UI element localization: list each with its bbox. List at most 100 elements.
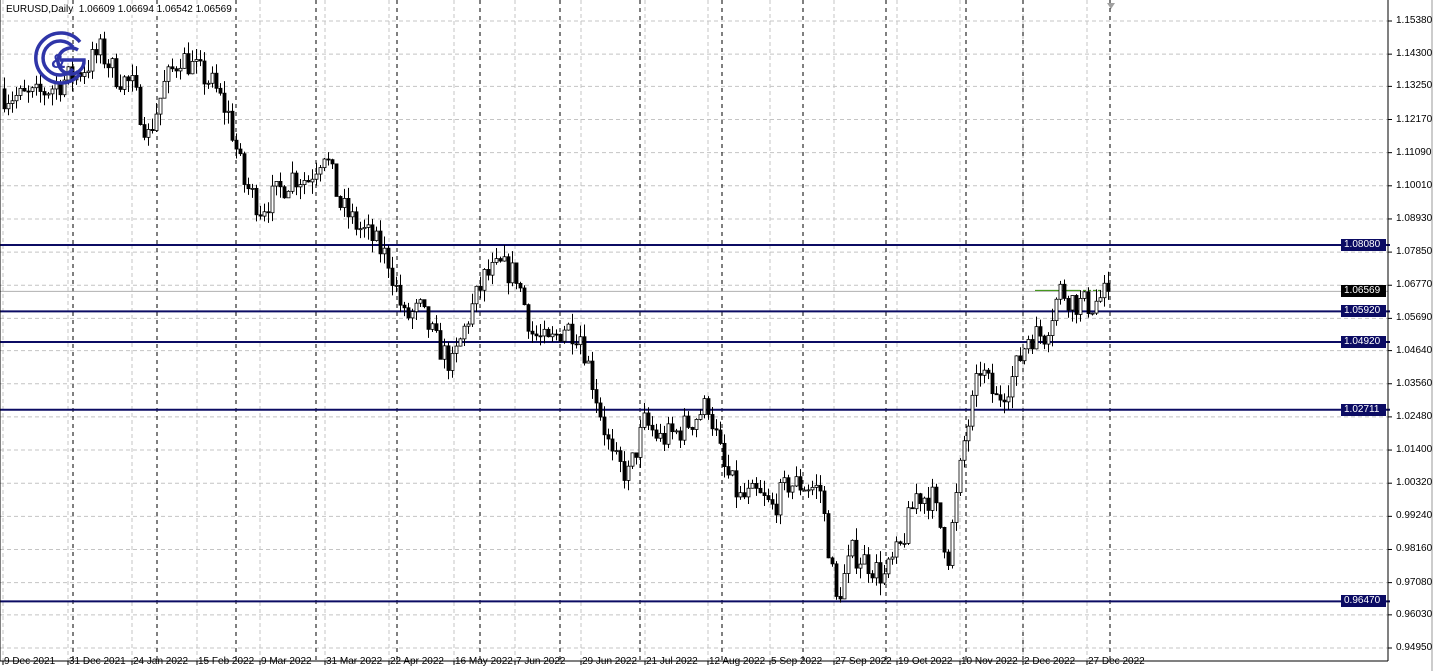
bear-candle [726,466,731,476]
bull-candle [414,302,419,313]
time-tick-label: 15 Feb 2022 [198,656,255,667]
price-tick-label: 1.05690 [1396,312,1433,324]
bull-candle [578,336,583,346]
bull-candle [250,187,255,190]
bull-candle [374,230,379,242]
bear-candle [770,499,775,505]
bull-candle [882,573,887,584]
grid [0,0,1392,665]
logo [34,31,86,85]
bear-candle [238,148,243,155]
bear-candle [134,75,139,88]
time-tick-label: 16 May 2022 [455,656,513,667]
bull-candle [1026,339,1031,350]
bull-candle [1006,396,1011,403]
bear-candle [114,58,119,88]
bull-candle [162,80,167,99]
bear-candle [1002,399,1007,403]
bear-candle [1086,291,1091,315]
bull-candle [322,158,327,169]
bear-candle [1030,339,1035,350]
bear-candle [610,438,615,452]
bull-candle [458,338,463,347]
bear-candle [222,92,227,113]
bear-candle [346,198,351,218]
bear-candle [946,551,951,566]
bull-candle [178,67,183,72]
bull-candle [1070,295,1075,311]
bear-candle [234,139,239,150]
bull-candle [982,369,987,376]
bear-candle [258,214,263,217]
time-tick-label: 21 Jul 2022 [646,656,698,667]
bear-candle [866,554,871,575]
time-tick-label: 10 Nov 2022 [961,656,1018,667]
bull-candle [658,432,663,439]
bear-candle [150,129,155,131]
bear-candle [518,283,523,289]
bull-candle [842,573,847,600]
bear-candle [1018,355,1023,362]
bear-candle [422,299,427,308]
bear-candle [734,470,739,498]
bull-candle [154,113,159,131]
bear-candle [538,335,543,338]
bear-candle [574,343,579,346]
bull-candle [358,228,363,231]
bull-candle [778,482,783,516]
bull-candle [362,227,367,230]
price-tick-label: 1.11090 [1396,146,1432,158]
level-lines [0,244,1390,603]
bear-candle [26,90,31,93]
bear-candle [186,53,191,75]
bull-candle [18,87,23,96]
bear-candle [294,172,299,188]
bear-candle [754,482,759,489]
candles [2,31,1111,603]
bear-candle [198,59,203,62]
price-tick-label: 0.96030 [1396,608,1433,620]
bull-candle [626,465,631,481]
bull-candle [482,269,487,291]
bull-candle [738,492,743,498]
level-price-tag: 1.04920 [1341,336,1386,349]
bull-candle [1034,326,1039,350]
bear-candle [662,432,667,445]
bull-candle [510,262,515,284]
bear-candle [994,393,999,396]
bear-candle [126,76,131,82]
chart-shift-marker-icon[interactable] [1107,3,1115,9]
chart-header: EURUSD,Daily 1.06609 1.06694 1.06542 1.0… [6,4,232,15]
level-price-tag: 1.08080 [1341,239,1386,252]
bull-candle [418,299,423,304]
bull-candle [494,258,499,263]
bear-candle [246,184,251,190]
bear-candle [766,495,771,500]
bear-candle [478,285,483,291]
bull-candle [442,345,447,360]
period-separators [72,0,1111,661]
bull-candle [366,224,371,228]
bull-candle [310,178,315,183]
bull-candle [550,333,555,338]
bear-candle [94,49,99,56]
bear-candle [830,557,835,565]
bull-candle [50,88,55,95]
bear-candle [426,306,431,330]
bear-candle [1038,326,1043,337]
bull-candle [158,97,163,115]
time-tick-label: 5 Sep 2022 [771,656,823,667]
bull-candle [430,323,435,330]
bull-candle [862,554,867,565]
bull-candle [782,477,787,484]
price-tick-label: 1.03560 [1396,377,1433,389]
bear-candle [498,258,503,262]
bear-candle [42,91,47,96]
bear-candle [654,429,659,439]
bear-candle [202,60,207,85]
bull-candle [1102,282,1107,299]
price-tick-label: 1.12170 [1396,113,1433,125]
bear-candle [282,186,287,199]
bear-candle [646,412,651,426]
